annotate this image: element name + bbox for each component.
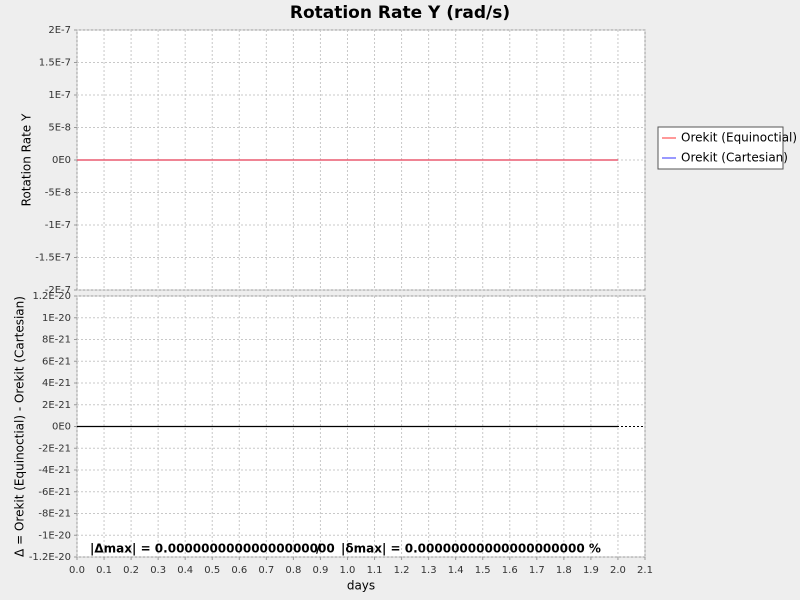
x-tick-label: 2.1 xyxy=(637,565,653,576)
x-tick-label: 1.2 xyxy=(394,565,410,576)
annotation: |Δmax| = 0.00000000000000000000 xyxy=(90,542,335,556)
x-tick-label: 1.8 xyxy=(556,565,572,576)
y-tick-label: 0E0 xyxy=(52,422,71,433)
y-axis-label: Rotation Rate Y xyxy=(20,113,34,206)
y-axis-label: Δ = Orekit (Equinoctial) - Orekit (Carte… xyxy=(13,296,27,557)
y-tick-label: -1E-7 xyxy=(45,220,71,231)
y-tick-label: 5E-8 xyxy=(48,123,71,134)
x-tick-label: 0.7 xyxy=(258,565,274,576)
x-tick-label: 0.5 xyxy=(204,565,220,576)
annotation: |δmax| = 0.00000000000000000000 % xyxy=(341,542,601,556)
annotation: / xyxy=(316,542,321,556)
y-tick-label: 2E-7 xyxy=(48,25,71,36)
x-tick-label: 0.9 xyxy=(312,565,328,576)
y-tick-label: -1.5E-7 xyxy=(35,253,71,264)
legend-label: Orekit (Cartesian) xyxy=(681,151,788,165)
y-tick-label: -2E-7 xyxy=(45,285,71,296)
y-tick-label: 6E-21 xyxy=(42,356,71,367)
x-tick-label: 0.3 xyxy=(150,565,166,576)
x-tick-label: 1.1 xyxy=(367,565,383,576)
legend-label: Orekit (Equinoctial) xyxy=(681,131,797,145)
x-tick-label: 1.6 xyxy=(502,565,518,576)
y-tick-label: 2E-21 xyxy=(42,400,71,411)
y-tick-label: 1.2E-20 xyxy=(32,291,71,302)
x-tick-label: 1.0 xyxy=(340,565,356,576)
x-tick-label: 1.7 xyxy=(529,565,545,576)
y-tick-label: -1E-20 xyxy=(38,530,71,541)
x-tick-label: 0.8 xyxy=(285,565,301,576)
x-tick-label: 0.6 xyxy=(231,565,247,576)
x-tick-label: 0.0 xyxy=(69,565,85,576)
x-tick-label: 1.9 xyxy=(583,565,599,576)
x-tick-label: 2.0 xyxy=(610,565,626,576)
x-axis-label: days xyxy=(347,579,375,593)
y-tick-label: -4E-21 xyxy=(38,465,71,476)
legend-box xyxy=(657,126,784,170)
x-tick-label: 1.5 xyxy=(475,565,491,576)
y-tick-label: 4E-21 xyxy=(42,378,71,389)
y-tick-label: 1E-20 xyxy=(42,313,71,324)
x-tick-label: 0.1 xyxy=(96,565,112,576)
y-tick-label: -2E-21 xyxy=(38,443,71,454)
y-tick-label: 1E-7 xyxy=(48,90,71,101)
y-tick-label: 8E-21 xyxy=(42,335,71,346)
x-tick-label: 0.4 xyxy=(177,565,193,576)
y-tick-label: 0E0 xyxy=(52,155,71,166)
x-tick-label: 1.4 xyxy=(448,565,464,576)
x-tick-label: 0.2 xyxy=(123,565,139,576)
x-tick-label: 1.3 xyxy=(421,565,437,576)
y-tick-label: -8E-21 xyxy=(38,509,71,520)
y-tick-label: -6E-21 xyxy=(38,487,71,498)
y-tick-label: -1.2E-20 xyxy=(29,552,71,563)
chart-title: Rotation Rate Y (rad/s) xyxy=(290,3,510,23)
y-tick-label: -5E-8 xyxy=(45,188,71,199)
y-tick-label: 1.5E-7 xyxy=(39,58,71,69)
